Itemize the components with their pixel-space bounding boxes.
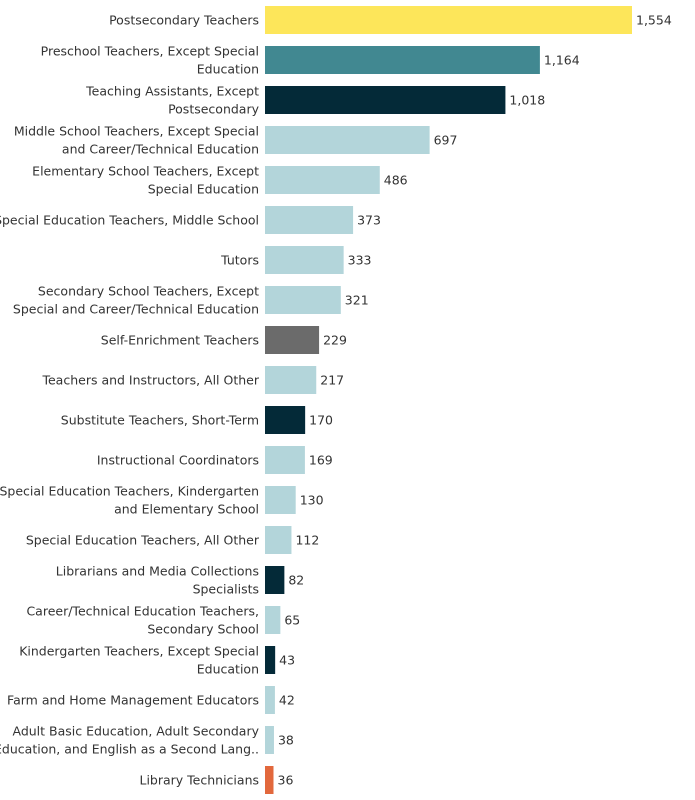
category-label: Librarians and Media Collections Speciali… bbox=[56, 564, 259, 597]
category-label-line: Substitute Teachers, Short-Term bbox=[61, 413, 259, 428]
value-label: 486 bbox=[384, 173, 408, 188]
bar[interactable] bbox=[265, 366, 317, 394]
category-label: Postsecondary Teachers bbox=[109, 13, 259, 28]
value-label: 169 bbox=[309, 453, 333, 468]
category-label-line: Farm and Home Management Educators bbox=[7, 693, 259, 708]
bar[interactable] bbox=[265, 646, 276, 674]
bar[interactable] bbox=[265, 446, 305, 474]
category-label-line: Tutors bbox=[220, 253, 259, 268]
bar[interactable] bbox=[265, 686, 275, 714]
category-label-line: Education bbox=[197, 62, 259, 77]
category-label-line: Education, and English as a Second Lang.… bbox=[0, 742, 259, 757]
value-label: 373 bbox=[357, 213, 381, 228]
value-label: 130 bbox=[300, 493, 324, 508]
category-label-line: Secondary School bbox=[147, 622, 259, 637]
category-label-line: Teachers and Instructors, All Other bbox=[41, 373, 259, 388]
category-label-line: Postsecondary Teachers bbox=[109, 13, 259, 28]
value-label: 82 bbox=[288, 573, 304, 588]
category-label: Kindergarten Teachers, Except Special Edu… bbox=[19, 644, 259, 677]
category-label-line: Education bbox=[197, 662, 259, 677]
category-label: Library Technicians bbox=[139, 773, 259, 788]
bar[interactable] bbox=[265, 326, 320, 354]
category-label: Elementary School Teachers, Except Specia… bbox=[32, 164, 259, 197]
category-label: Teaching Assistants, Except Postsecondary bbox=[85, 84, 259, 117]
category-label: Instructional Coordinators bbox=[97, 453, 259, 468]
category-label: Substitute Teachers, Short-Term bbox=[61, 413, 259, 428]
category-label-line: Specialists bbox=[193, 582, 259, 597]
value-label: 42 bbox=[279, 693, 295, 708]
bar[interactable] bbox=[265, 6, 632, 34]
category-label-line: Library Technicians bbox=[139, 773, 259, 788]
bar[interactable] bbox=[265, 766, 274, 794]
bar[interactable] bbox=[265, 166, 380, 194]
category-label-line: Special and Career/Technical Education bbox=[13, 302, 259, 317]
category-label-line: Self-Enrichment Teachers bbox=[101, 333, 259, 348]
bar[interactable] bbox=[265, 406, 306, 434]
category-label-line: Special Education bbox=[148, 182, 259, 197]
value-label: 217 bbox=[320, 373, 344, 388]
bar[interactable] bbox=[265, 606, 281, 634]
category-label-line: Career/Technical Education Teachers, bbox=[26, 604, 259, 619]
category-label-line: Teaching Assistants, Except bbox=[85, 84, 259, 99]
value-label: 112 bbox=[295, 533, 319, 548]
value-label: 1,018 bbox=[509, 93, 545, 108]
category-label: Career/Technical Education Teachers, Seco… bbox=[26, 604, 259, 637]
value-label: 697 bbox=[434, 133, 458, 148]
category-label-line: Special Education Teachers, Middle Schoo… bbox=[0, 213, 259, 228]
bar[interactable] bbox=[265, 86, 506, 114]
bar[interactable] bbox=[265, 486, 296, 514]
category-label-line: Middle School Teachers, Except Special bbox=[14, 124, 259, 139]
category-label-line: Postsecondary bbox=[168, 102, 260, 117]
value-label: 333 bbox=[348, 253, 372, 268]
bar[interactable] bbox=[265, 126, 430, 154]
category-label-line: Kindergarten Teachers, Except Special bbox=[19, 644, 259, 659]
bar[interactable] bbox=[265, 246, 344, 274]
bar[interactable] bbox=[265, 46, 540, 74]
category-label: Farm and Home Management Educators bbox=[7, 693, 259, 708]
category-label-line: Elementary School Teachers, Except bbox=[32, 164, 259, 179]
category-label: Preschool Teachers, Except Special Educat… bbox=[41, 44, 259, 77]
category-label: Special Education Teachers, Middle Schoo… bbox=[0, 213, 259, 228]
category-label: Middle School Teachers, Except Special an… bbox=[14, 124, 259, 157]
value-label: 36 bbox=[278, 773, 294, 788]
bar[interactable] bbox=[265, 526, 292, 554]
value-label: 1,554 bbox=[636, 13, 672, 28]
value-label: 1,164 bbox=[544, 53, 580, 68]
category-label: Tutors bbox=[220, 253, 259, 268]
category-label: Secondary School Teachers, Except Special… bbox=[13, 284, 259, 317]
category-label: Self-Enrichment Teachers bbox=[101, 333, 259, 348]
bar[interactable] bbox=[265, 286, 341, 314]
bar[interactable] bbox=[265, 206, 354, 234]
category-label: Special Education Teachers, All Other bbox=[26, 533, 260, 548]
category-label-line: Librarians and Media Collections bbox=[56, 564, 259, 579]
category-label: Teachers and Instructors, All Other bbox=[41, 373, 259, 388]
bar[interactable] bbox=[265, 726, 274, 754]
category-label-line: Adult Basic Education, Adult Secondary bbox=[12, 724, 259, 739]
value-label: 43 bbox=[279, 653, 295, 668]
category-label: Adult Basic Education, Adult Secondary Ed… bbox=[0, 724, 260, 757]
value-label: 65 bbox=[284, 613, 300, 628]
category-label-line: Instructional Coordinators bbox=[97, 453, 259, 468]
category-label-line: Secondary School Teachers, Except bbox=[38, 284, 259, 299]
category-label-line: and Career/Technical Education bbox=[62, 142, 259, 157]
value-label: 229 bbox=[323, 333, 347, 348]
category-label: Special Education Teachers, Kindergarten… bbox=[0, 484, 259, 517]
value-label: 170 bbox=[309, 413, 333, 428]
category-label-line: and Elementary School bbox=[114, 502, 259, 517]
category-label-line: Preschool Teachers, Except Special bbox=[41, 44, 259, 59]
category-label-line: Special Education Teachers, Kindergarten bbox=[0, 484, 259, 499]
value-label: 321 bbox=[345, 293, 369, 308]
bar[interactable] bbox=[265, 566, 285, 594]
value-label: 38 bbox=[278, 733, 294, 748]
category-label-line: Special Education Teachers, All Other bbox=[26, 533, 260, 548]
